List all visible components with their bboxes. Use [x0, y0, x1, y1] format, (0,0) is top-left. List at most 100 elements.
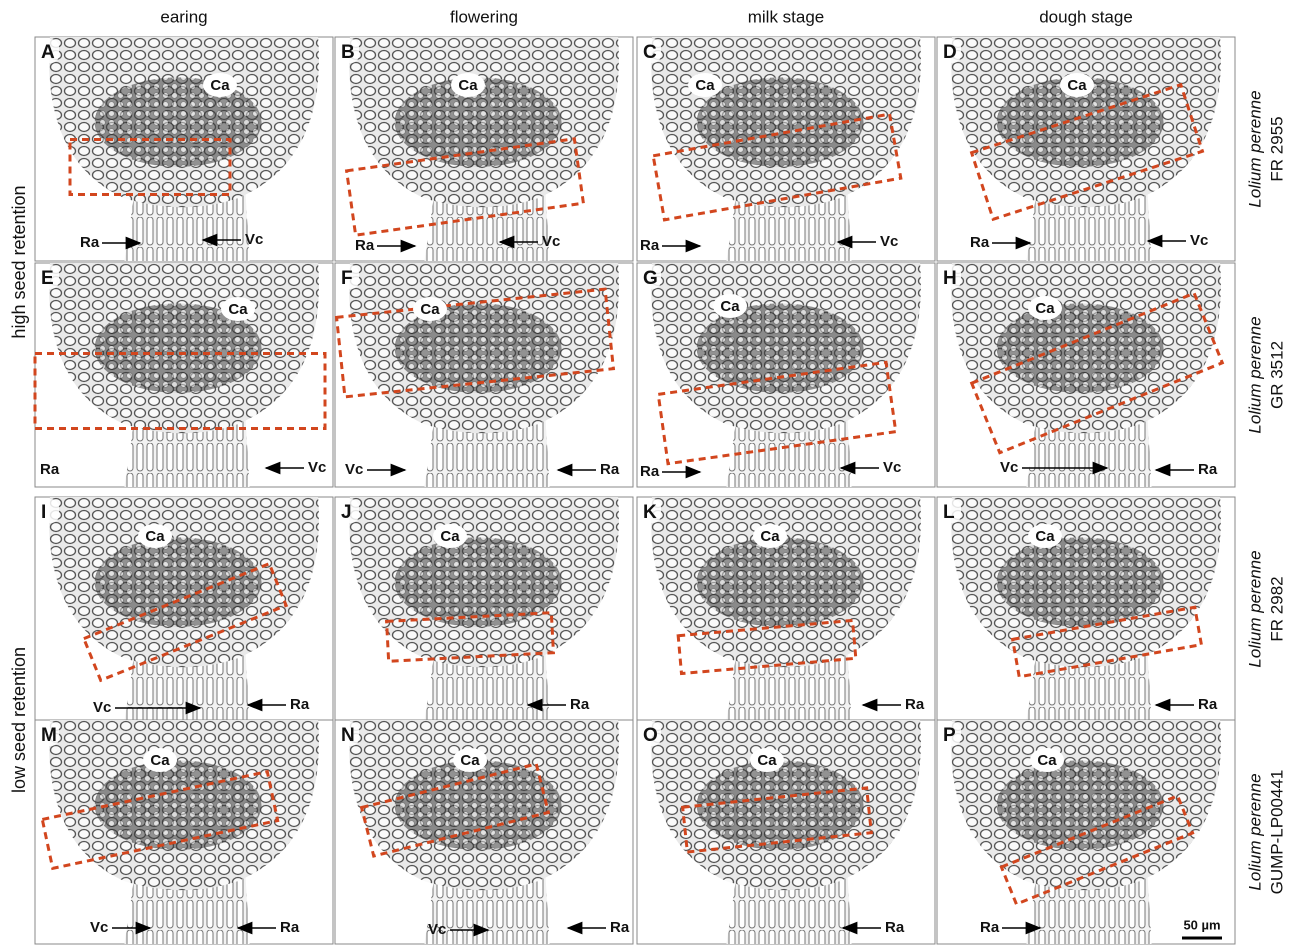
tissue-label: Ra: [80, 234, 100, 251]
tissue-dense: [95, 760, 262, 850]
column-header: earing: [160, 7, 207, 26]
tissue-label: Ra: [355, 237, 375, 254]
tissue-label: Ca: [420, 301, 440, 318]
panel-letter: F: [341, 268, 353, 289]
tissue-label: Vc: [308, 459, 326, 476]
panel: C Ca Ra Vc: [637, 37, 935, 261]
tissue-label: Ra: [600, 461, 620, 478]
panel-letter: M: [41, 725, 57, 746]
tissue-label: Vc: [880, 233, 898, 250]
panel: D Ca Ra Vc: [937, 37, 1235, 261]
panel-letter: I: [41, 502, 46, 523]
column-header: dough stage: [1039, 7, 1133, 26]
tissue-label: Vc: [542, 233, 560, 250]
panel-letter: C: [643, 42, 657, 63]
tissue-label: Ra: [280, 919, 300, 936]
tissue-label: Vc: [428, 921, 446, 938]
tissue-label: Vc: [1000, 459, 1018, 476]
species-label: Lolium perenne: [1245, 550, 1264, 667]
tissue-label: Ra: [290, 696, 310, 713]
tissue-label: Vc: [1190, 232, 1208, 249]
tissue-label: Ca: [150, 752, 170, 769]
tissue-label: Ca: [145, 528, 165, 545]
tissue-label: Ca: [440, 528, 460, 545]
tissue-dense: [997, 303, 1164, 393]
panel: B Ca Ra Vc: [335, 37, 633, 261]
tissue-label: Ra: [40, 461, 60, 478]
panel-letter: H: [943, 268, 957, 289]
tissue-label: Ca: [460, 752, 480, 769]
panel-letter: A: [41, 42, 55, 63]
panel-letter: D: [943, 42, 957, 63]
panel: F Ca Vc Ra: [335, 263, 633, 487]
column-header: milk stage: [748, 7, 825, 26]
panel-letter: G: [643, 268, 658, 289]
tissue-label: Vc: [245, 231, 263, 248]
panel: G Ca Ra Vc: [637, 263, 935, 487]
accession-label: FR 2982: [1267, 576, 1286, 641]
tissue-dense: [697, 760, 864, 850]
tissue-dense: [697, 537, 864, 627]
tissue-label: Ra: [610, 919, 630, 936]
panel: P Ca Ra 50 µm: [937, 720, 1235, 944]
tissue-dense: [997, 537, 1164, 627]
tissue-label: Ra: [640, 237, 660, 254]
tissue-label: Ca: [1035, 300, 1055, 317]
tissue-label: Ca: [1037, 752, 1057, 769]
tissue-dense: [697, 77, 864, 167]
panel: N Ca Vc Ra: [335, 720, 633, 944]
scale-bar-label: 50 µm: [1183, 917, 1220, 932]
species-label: Lolium perenne: [1245, 773, 1264, 890]
tissue-label: Vc: [93, 699, 111, 716]
panel: I Ca Vc Ra: [35, 497, 333, 721]
tissue-label: Ra: [980, 919, 1000, 936]
panel-letter: J: [341, 502, 352, 523]
accession-label: GUMP-LP00441: [1267, 770, 1286, 895]
tissue-label: Vc: [90, 919, 108, 936]
tissue-label: Ca: [210, 77, 230, 94]
tissue-label: Ca: [1035, 528, 1055, 545]
accession-label: GR 3512: [1267, 341, 1286, 409]
tissue-dense: [697, 303, 864, 393]
panel: A Ca Ra Vc: [35, 37, 333, 261]
panel-letter: N: [341, 725, 355, 746]
tissue-label: Ca: [458, 77, 478, 94]
tissue-label: Ra: [905, 696, 925, 713]
panel: M Ca Vc Ra: [35, 720, 333, 944]
tissue-label: Ca: [757, 752, 777, 769]
panel-letter: O: [643, 725, 658, 746]
tissue-label: Ca: [720, 298, 740, 315]
panel-letter: L: [943, 502, 955, 523]
panel: E Ca Ra Vc: [35, 263, 333, 487]
tissue-label: Ra: [885, 919, 905, 936]
row-group-label: low seed retention: [9, 647, 29, 793]
tissue-label: Ca: [695, 77, 715, 94]
tissue-label: Ra: [1198, 696, 1218, 713]
tissue-dense: [95, 537, 262, 627]
panel-letter: B: [341, 42, 355, 63]
tissue-label: Ra: [970, 234, 990, 251]
tissue-label: Ca: [228, 301, 248, 318]
species-label: Lolium perenne: [1245, 90, 1264, 207]
column-header: flowering: [450, 7, 518, 26]
tissue-label: Vc: [883, 459, 901, 476]
panel: J Ca Ra: [335, 497, 633, 721]
tissue-dense: [95, 77, 262, 167]
panel: O Ca Ra: [637, 720, 935, 944]
accession-label: FR 2955: [1267, 116, 1286, 181]
panel-letter: E: [41, 268, 54, 289]
species-label: Lolium perenne: [1245, 316, 1264, 433]
panel: HCaVcRa: [937, 263, 1235, 487]
row-group-label: high seed retention: [9, 185, 29, 338]
panel: L Ca Ra: [937, 497, 1235, 721]
panel-letter: P: [943, 725, 956, 746]
tissue-label: Vc: [345, 461, 363, 478]
panel: K Ca Ra: [637, 497, 935, 721]
tissue-label: Ca: [1067, 77, 1087, 94]
tissue-dense: [395, 760, 562, 850]
tissue-label: Ra: [570, 696, 590, 713]
panel-letter: K: [643, 502, 657, 523]
figure: earing flowering milk stage dough stage high…: [0, 0, 1293, 945]
tissue-label: Ca: [760, 528, 780, 545]
tissue-label: Ra: [640, 463, 660, 480]
